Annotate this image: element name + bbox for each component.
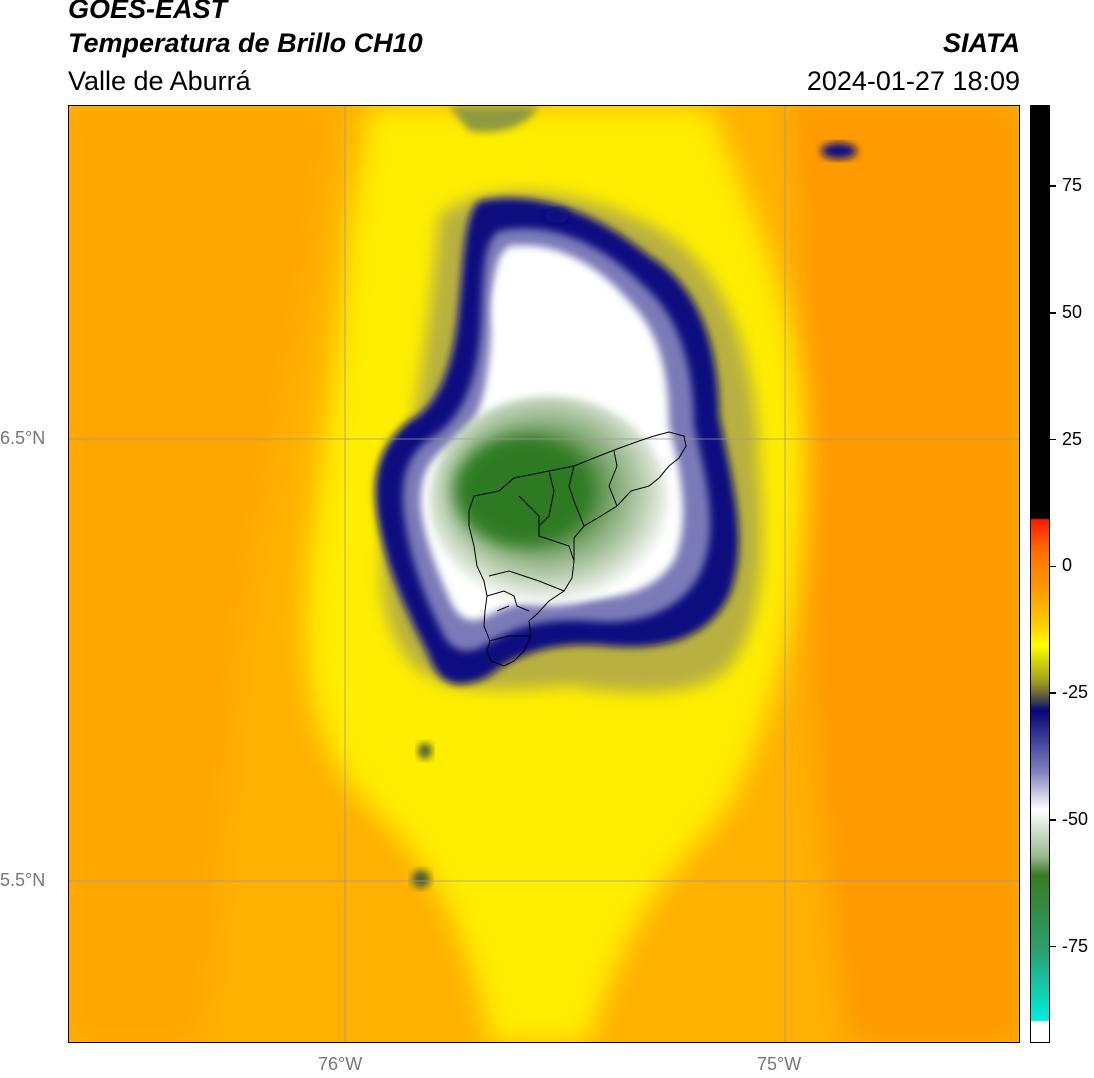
municipality-line-8 xyxy=(488,635,531,642)
colorbar-tick-label: 50 xyxy=(1062,301,1083,322)
eastern-warm-zone xyxy=(789,106,1019,1042)
brightness-temperature-map xyxy=(68,105,1020,1043)
colorbar-tick-mark xyxy=(1050,438,1056,441)
colorbar-tick-label: -50 xyxy=(1062,808,1089,829)
municipality-line-5 xyxy=(488,570,565,592)
colorbar-tick-label: 0 xyxy=(1062,555,1073,576)
municipality-line-2 xyxy=(538,470,555,527)
graticule xyxy=(69,106,1019,1042)
municipal-boundaries xyxy=(468,431,687,667)
south-cold-spot xyxy=(412,870,430,888)
municipality-line-4 xyxy=(608,450,618,507)
colorbar-gradient xyxy=(1031,106,1049,1042)
colorbar-tick-mark xyxy=(1050,185,1056,187)
municipality-line-6 xyxy=(486,590,530,612)
municipality-line-7 xyxy=(496,605,510,612)
agency-label: SIATA xyxy=(943,28,1020,58)
colorbar-tick-label: 25 xyxy=(1062,428,1083,449)
north-white-lobe xyxy=(494,261,554,351)
lat-label-5.5: 5.5°N xyxy=(0,870,46,890)
colorbar-tick-mark xyxy=(1050,819,1056,821)
lon-label-75: 75°W xyxy=(757,1054,802,1074)
colorbar-tick-mark xyxy=(1050,945,1056,948)
colorbar-tick-mark xyxy=(1050,692,1056,694)
colorbar-tick-mark xyxy=(1050,312,1056,314)
western-warm-zone xyxy=(69,106,329,1042)
colorbar-tick-mark xyxy=(1050,565,1056,568)
municipality-line-3 xyxy=(568,465,585,527)
region-label: Valle de Aburrá xyxy=(68,66,251,96)
colorbar-tick-label: -75 xyxy=(1062,935,1089,956)
colorbar xyxy=(1030,105,1050,1043)
colorbar-fill xyxy=(1031,106,1049,1042)
lon-label-76: 76°W xyxy=(318,1054,363,1074)
municipality-line-1 xyxy=(518,495,575,562)
north-olive-patch xyxy=(449,106,539,133)
lat-label-6.5: 6.5°N xyxy=(0,428,46,448)
coldest-core xyxy=(454,436,594,546)
datetime-label: 2024-01-27 18:09 xyxy=(806,66,1020,96)
colorbar-tick-label: -25 xyxy=(1062,682,1089,703)
map-canvas xyxy=(69,106,1019,1042)
satellite-title: GOES-EAST xyxy=(68,0,228,24)
product-title: Temperatura de Brillo CH10 xyxy=(68,28,423,58)
north-cold-spot xyxy=(545,209,569,223)
ne-cold-spot xyxy=(821,143,857,159)
mid-cold-spot xyxy=(418,743,432,759)
colorbar-tick-label: 75 xyxy=(1062,175,1083,196)
